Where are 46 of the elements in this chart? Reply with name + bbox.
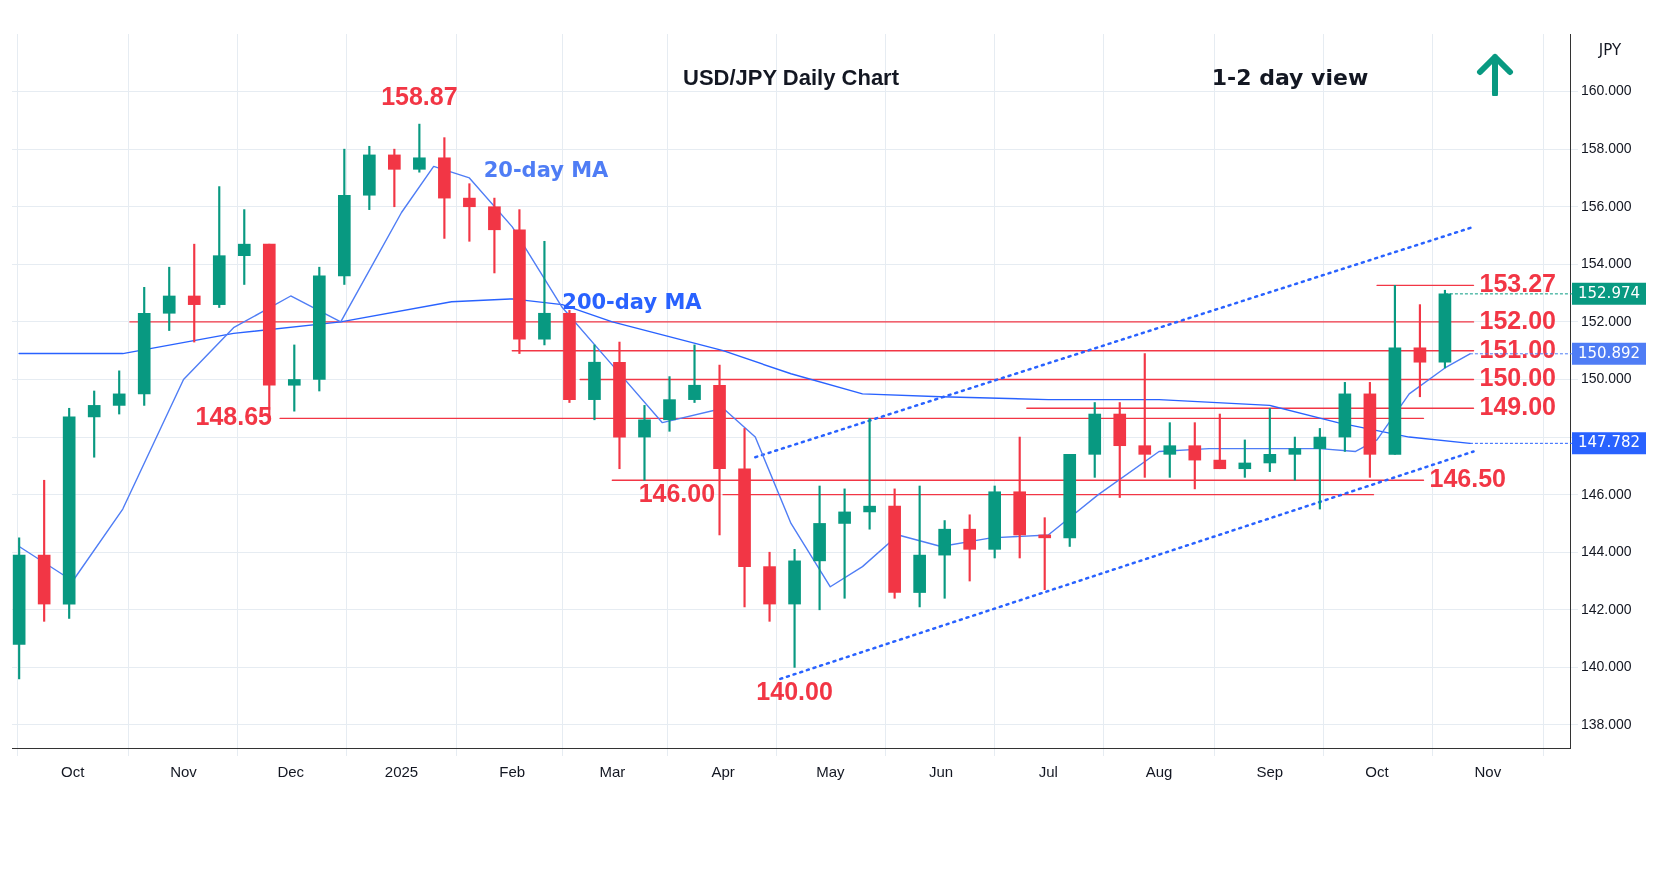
x-tick-label: Jun [928,763,954,781]
series-label: 20-day MA [483,157,610,182]
y-tick-label: 160.000 [1581,82,1632,99]
y-axis-title: JPY [1597,40,1622,59]
annotation: 147.782 [1577,433,1641,452]
y-tick-label: 152.000 [1581,312,1632,329]
y-tick-label: 150.000 [1581,370,1632,387]
text: USD/JPY Daily Chart [682,65,900,91]
x-tick-label: Apr [711,763,735,781]
annotation: 151.00 [1479,334,1556,363]
y-tick-label: 146.000 [1581,485,1632,502]
y-tick-label: 156.000 [1581,197,1632,214]
y-tick-label: 138.000 [1581,715,1632,732]
y-tick-label: 158.000 [1581,140,1632,157]
x-tick-label: Oct [61,763,86,781]
annotation: 149.00 [1479,392,1556,421]
x-tick-label: Aug [1145,763,1173,781]
series-label: 200-day MA [562,290,703,315]
x-tick-label: 2025 [384,763,419,781]
x-tick-label: Jul [1038,763,1058,781]
y-tick-label: 144.000 [1581,543,1632,560]
annotation: 158.87 [381,82,458,110]
annotation: 1-2 day view [1211,64,1369,90]
candlestick [688,344,701,403]
x-tick-label: Feb [499,763,526,781]
annotation: 140.00 [756,677,833,706]
annotation: 146.00 [638,478,716,507]
annotation: 153.27 [1479,269,1556,298]
annotation: 152.974 [1577,283,1641,302]
annotation: 150.00 [1479,363,1556,392]
x-tick-label: May [816,763,845,781]
annotation: 148.65 [195,402,273,431]
y-tick-label: 140.000 [1581,658,1632,675]
annotation: 152.00 [1479,305,1556,334]
candlestick [638,405,651,481]
x-tick-label: Nov [170,763,198,781]
candlestick [538,240,551,346]
y-tick-label: 142.000 [1581,600,1632,617]
annotation: 146.50 [1429,464,1506,493]
y-tick-label: 154.000 [1581,255,1632,272]
annotation: 150.892 [1577,343,1641,362]
x-tick-label: Oct [1365,763,1390,781]
x-tick-label: Dec [277,763,305,781]
x-tick-label: Sep [1256,763,1284,781]
x-tick-label: Nov [1474,763,1502,781]
x-tick-label: Mar [599,763,626,781]
